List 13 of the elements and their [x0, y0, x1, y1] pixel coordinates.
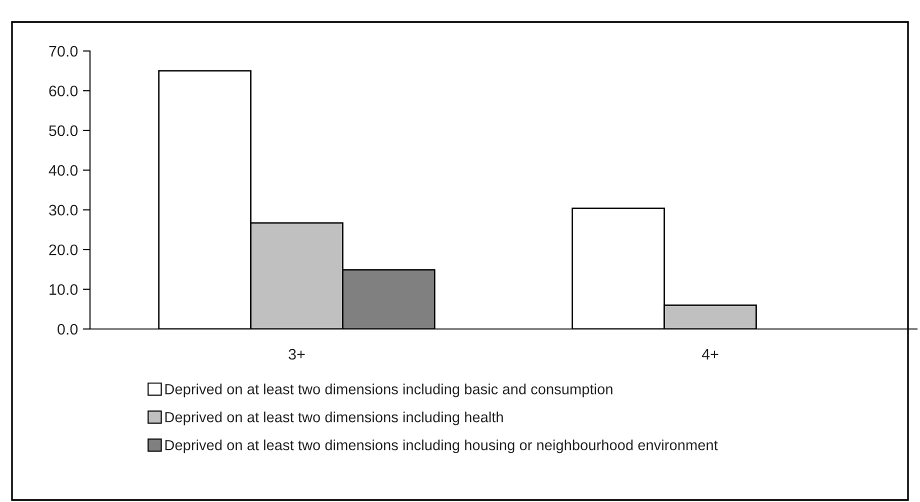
- y-tick-label: 30.0: [49, 204, 78, 216]
- x-tick-label: 4+: [702, 349, 718, 360]
- legend-label: Deprived on at least two dimensions including basic and consumption: [165, 384, 612, 398]
- x-tick-label: 3+: [288, 348, 305, 360]
- y-tick-label: 40.0: [48, 165, 78, 176]
- y-tick-label: 20.0: [49, 244, 78, 256]
- y-tick-label: 60.0: [49, 86, 78, 96]
- y-tick-label: 50.0: [49, 125, 78, 136]
- y-tick-label: 10.0: [50, 284, 78, 295]
- y-tick-label: 0.0: [58, 324, 78, 335]
- y-tick-label: 70.0: [49, 46, 78, 57]
- legend-label: Deprived on at least two dimensions including health: [165, 412, 503, 426]
- legend-label: Deprived on at least two dimensions including housing or neighbourhood environment: [165, 440, 718, 454]
